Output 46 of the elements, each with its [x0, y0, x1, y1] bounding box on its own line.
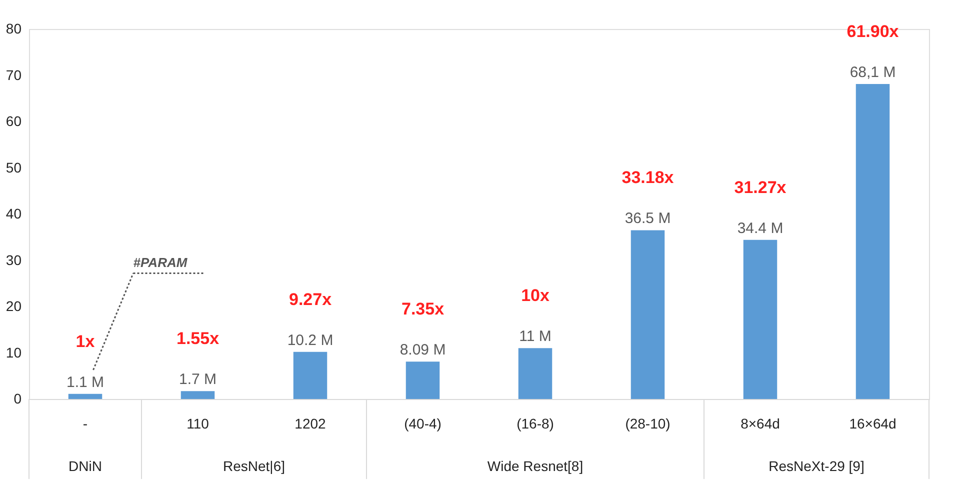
data-label: 10.2 M: [287, 332, 334, 349]
y-tick-label: 60: [6, 113, 22, 129]
y-tick-label: 10: [6, 344, 22, 360]
text: ResNeXt-29 [9]: [768, 458, 864, 474]
text: Wide Resnet[8]: [487, 458, 584, 474]
y-tick-label: 20: [6, 298, 22, 314]
y-tick-label: 50: [6, 159, 22, 176]
x-tick-label: (16-8): [516, 416, 554, 432]
text: DNiN: [68, 458, 102, 474]
data-label: 36.5 M: [624, 210, 671, 228]
data-label: 1.7 M: [178, 371, 217, 388]
annotation: 61.90x: [846, 22, 900, 42]
bar: [180, 391, 215, 399]
annotation: 10x: [521, 286, 550, 306]
bar: [856, 84, 890, 399]
x-tick-label: 16×64d: [849, 416, 896, 432]
data-label: 68,1 M: [850, 64, 896, 82]
x-tick-label: (28-10): [625, 416, 670, 432]
bar: [518, 348, 552, 399]
x-tick-label: -: [82, 416, 88, 432]
y-tick-label: 40: [6, 206, 22, 222]
annotation: #PARAM: [133, 255, 188, 270]
annotation: 33.18x: [622, 168, 674, 188]
bar: [630, 230, 665, 399]
annotation: 1.55x: [176, 329, 220, 348]
bar: [293, 352, 328, 399]
annotation: 9.27x: [288, 290, 332, 309]
y-tick-label: 0: [14, 390, 22, 406]
data-label: 1.1 M: [66, 374, 104, 391]
x-tick-label: (40-4): [404, 416, 442, 432]
x-tick-label: 8×64d: [740, 416, 780, 432]
bar: [68, 394, 102, 399]
x-tick-label: 110: [186, 416, 210, 432]
text: ResNet|6]: [223, 458, 285, 474]
data-label: 34.4 M: [737, 220, 784, 237]
x-tick-label: 1202: [294, 416, 326, 432]
y-tick-label: 30: [6, 252, 22, 268]
bar: [406, 362, 440, 399]
annotation: 31.27x: [734, 178, 787, 197]
y-tick-label: 80: [6, 20, 22, 36]
annotation: 1x: [76, 332, 96, 351]
annotation: 7.35x: [401, 300, 445, 319]
bar: [743, 240, 778, 399]
y-tick-label: 70: [6, 66, 22, 83]
data-label: 11 M: [519, 328, 552, 346]
data-label: 8.09 M: [400, 342, 446, 359]
